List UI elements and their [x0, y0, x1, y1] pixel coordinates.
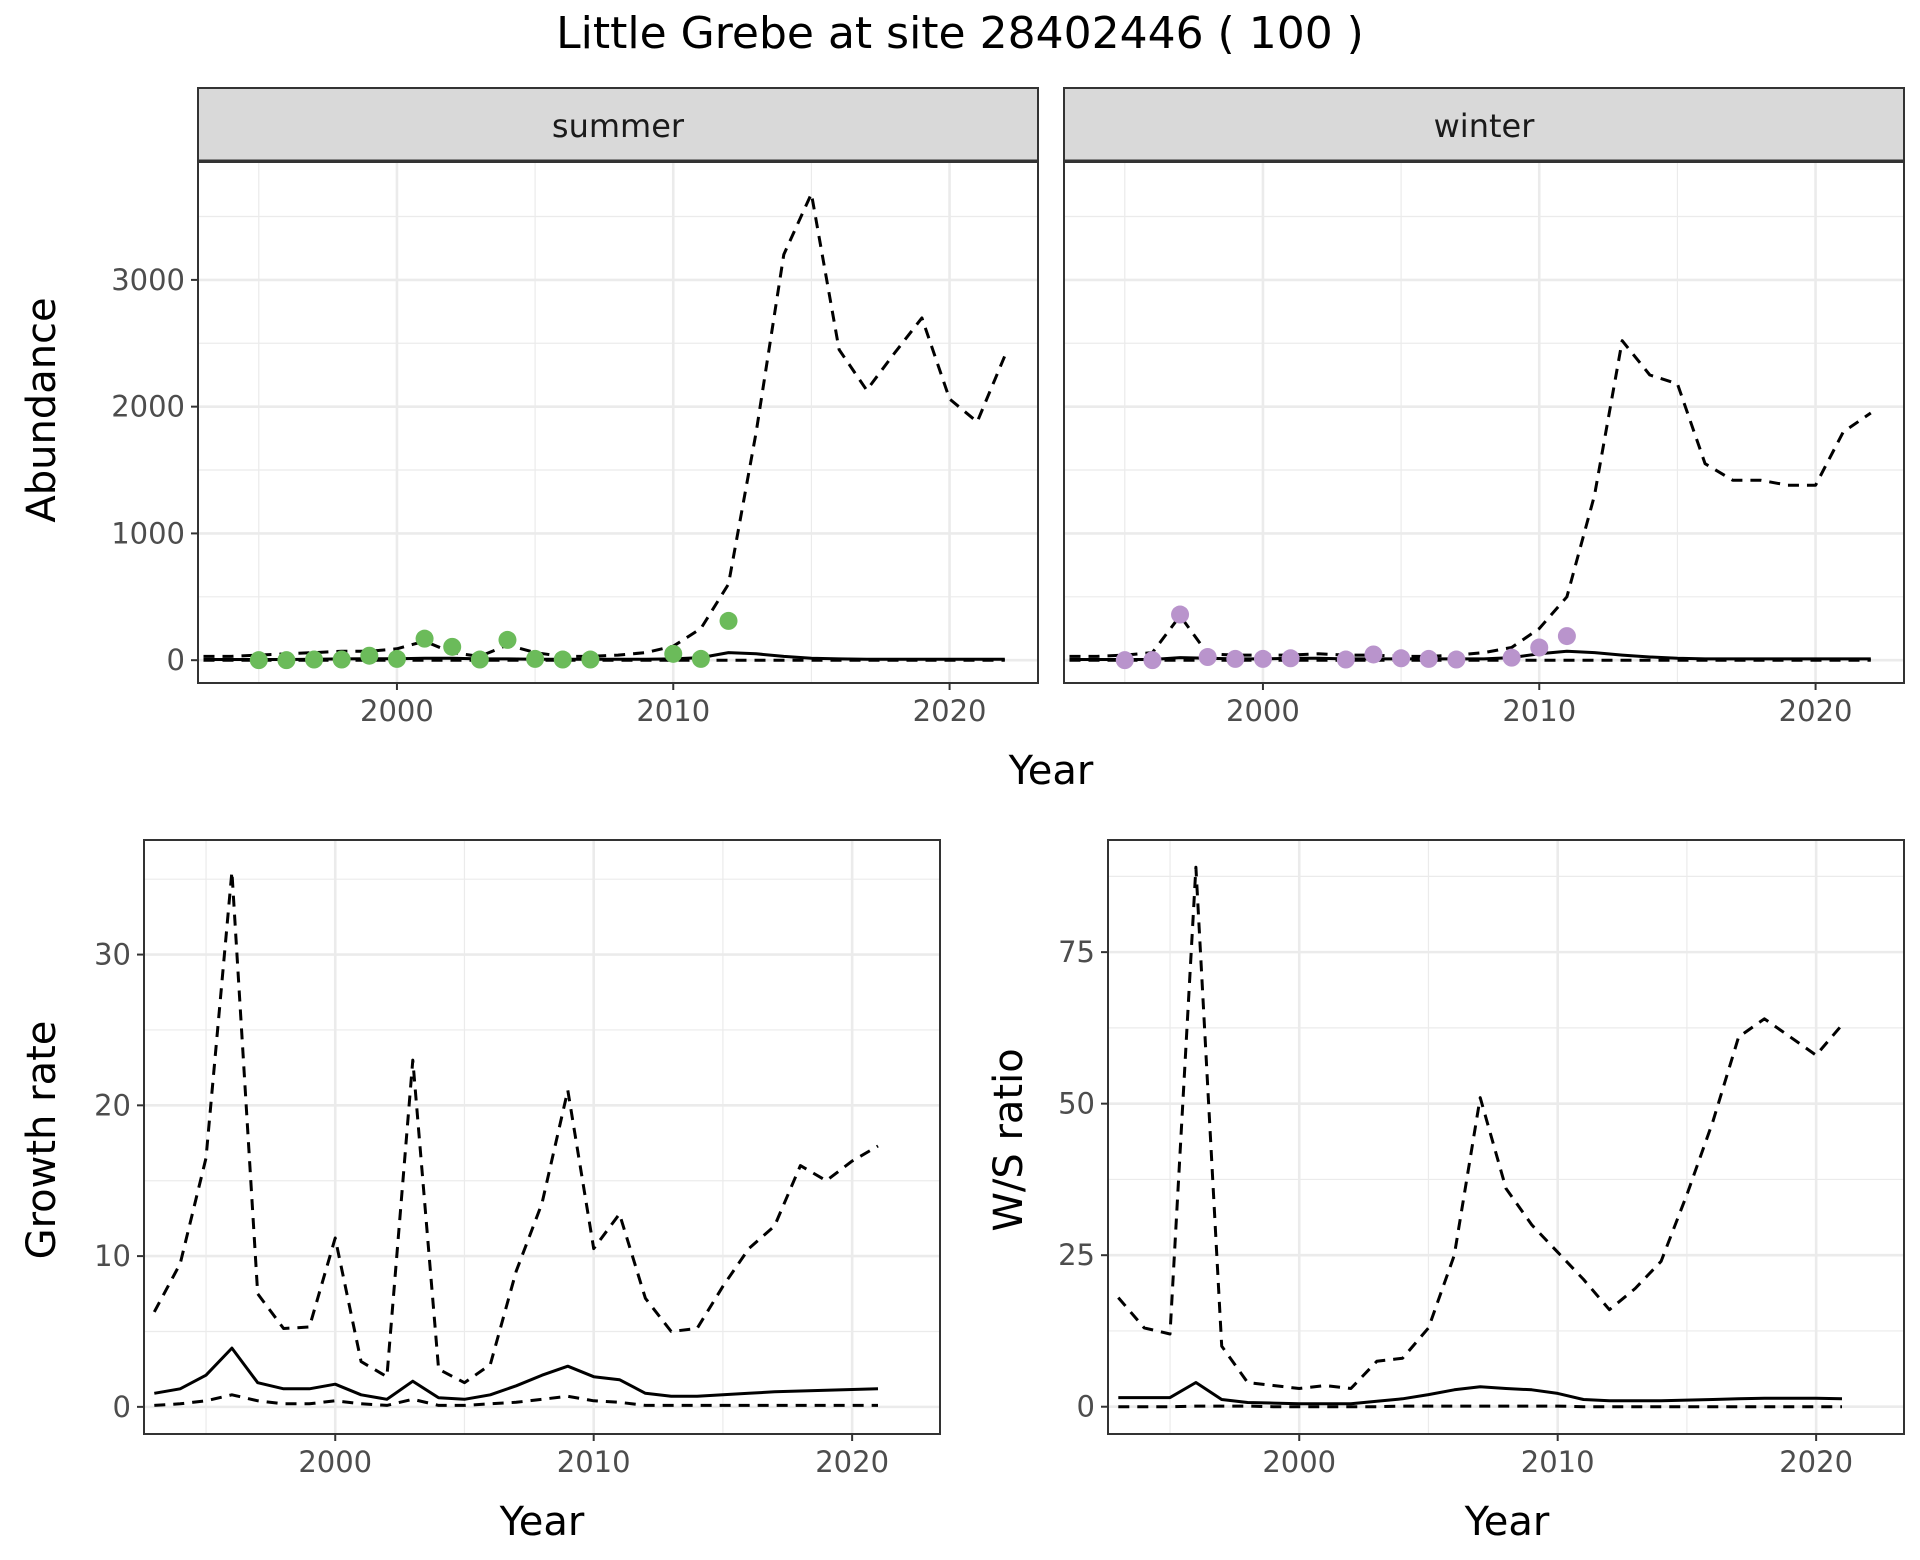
data-point [360, 646, 379, 665]
x-tick-label: 2020 [1779, 1445, 1853, 1479]
series-line-dashed-1 [1069, 339, 1872, 658]
data-point [1502, 648, 1521, 667]
panel-border [1107, 839, 1905, 1435]
data-point [277, 651, 296, 670]
x-tick-label: 2000 [1226, 694, 1300, 728]
data-point [1557, 627, 1576, 646]
x-tick-label: 2010 [1502, 694, 1576, 728]
strip-winter-label: winter [1434, 107, 1536, 145]
data-point [553, 650, 572, 669]
y-axis-title-ratio: W/S ratio [986, 1048, 1032, 1231]
data-point [1253, 649, 1272, 668]
series-line-dashed-2 [1118, 1404, 1842, 1409]
series-line-dashed-1 [203, 192, 1007, 658]
data-point [1171, 605, 1190, 624]
data-point [1419, 649, 1438, 668]
y-tick-label: 30 [94, 938, 131, 972]
data-point [415, 629, 434, 648]
y-tick-label: 3000 [111, 263, 185, 297]
data-point [1115, 651, 1134, 670]
x-tick-label: 2020 [913, 694, 987, 728]
strip-winter [1063, 87, 1905, 162]
data-point [691, 649, 710, 668]
x-axis-title-top: Year [1008, 748, 1094, 794]
y-tick-label: 0 [167, 643, 185, 677]
series-line-solid-0 [154, 1346, 879, 1401]
strip-summer-label: summer [552, 107, 685, 145]
y-tick-label: 2000 [111, 390, 185, 424]
data-point [1392, 649, 1411, 668]
series-line-dashed-2 [154, 1393, 878, 1407]
data-point [1226, 649, 1245, 668]
y-tick-label: 25 [1058, 1238, 1095, 1272]
data-point [526, 649, 545, 668]
data-point [719, 611, 738, 630]
x-tick-label: 2010 [1521, 1445, 1595, 1479]
panel-summer: summer 2000 2010 2020 0 1000 2000 3000 [111, 87, 1039, 728]
x-axis-title-ratio: Year [1464, 1499, 1550, 1545]
y-tick-label: 50 [1058, 1087, 1095, 1121]
y-tick-label: 0 [1077, 1390, 1095, 1424]
panel-growth-rate: 2000 2010 2020 0 10 20 30 Year Growth rate [19, 839, 941, 1545]
data-point [664, 644, 683, 663]
series-line-dashed-1 [152, 870, 879, 1385]
panel-border [1063, 161, 1905, 684]
y-axis-title-abundance: Abundance [19, 297, 65, 522]
panel-border [143, 839, 941, 1435]
x-tick-label: 2020 [815, 1445, 889, 1479]
data-point [470, 650, 489, 669]
y-tick-label: 10 [94, 1239, 131, 1273]
x-axis-title-growth: Year [499, 1499, 585, 1545]
plot-growth: 2000 2010 2020 0 10 20 30 [94, 839, 941, 1479]
figure-title: Little Grebe at site 28402446 ( 100 ) [556, 8, 1364, 59]
data-point [581, 650, 600, 669]
y-tick-label: 75 [1058, 935, 1095, 969]
data-point [1447, 650, 1466, 669]
series-line-dashed-1 [1117, 865, 1844, 1390]
x-tick-label: 2020 [1779, 694, 1853, 728]
x-tick-label: 2010 [557, 1445, 631, 1479]
plot-winter: 2000 2010 2020 [1063, 161, 1905, 728]
strip-summer [197, 87, 1039, 162]
plot-ratio: 2000 2010 2020 0 25 50 75 [1058, 839, 1905, 1479]
data-point [332, 650, 351, 669]
panel-border [197, 161, 1039, 684]
data-point [443, 637, 462, 656]
y-tick-label: 1000 [111, 516, 185, 550]
y-tick-label: 0 [113, 1390, 131, 1424]
data-point [387, 649, 406, 668]
x-tick-label: 2000 [1262, 1445, 1336, 1479]
panel-winter: winter 2000 2010 2020 [1063, 87, 1905, 728]
data-point [1530, 638, 1549, 657]
panel-ws-ratio: 2000 2010 2020 0 25 50 75 Year W/S ratio [986, 839, 1905, 1545]
x-tick-label: 2010 [636, 694, 710, 728]
data-point [249, 651, 268, 670]
data-point [1198, 648, 1217, 667]
plot-summer: 2000 2010 2020 0 1000 2000 3000 [111, 161, 1039, 728]
series-line-solid-0 [1118, 1381, 1843, 1406]
x-tick-label: 2000 [360, 694, 434, 728]
y-tick-label: 20 [94, 1088, 131, 1122]
y-axis-title-growth: Growth rate [19, 1021, 65, 1260]
data-point [305, 650, 324, 669]
data-point [1143, 651, 1162, 670]
data-point [1281, 649, 1300, 668]
data-point [498, 630, 517, 649]
data-point [1364, 645, 1383, 664]
data-point [1336, 650, 1355, 669]
x-tick-label: 2000 [298, 1445, 372, 1479]
